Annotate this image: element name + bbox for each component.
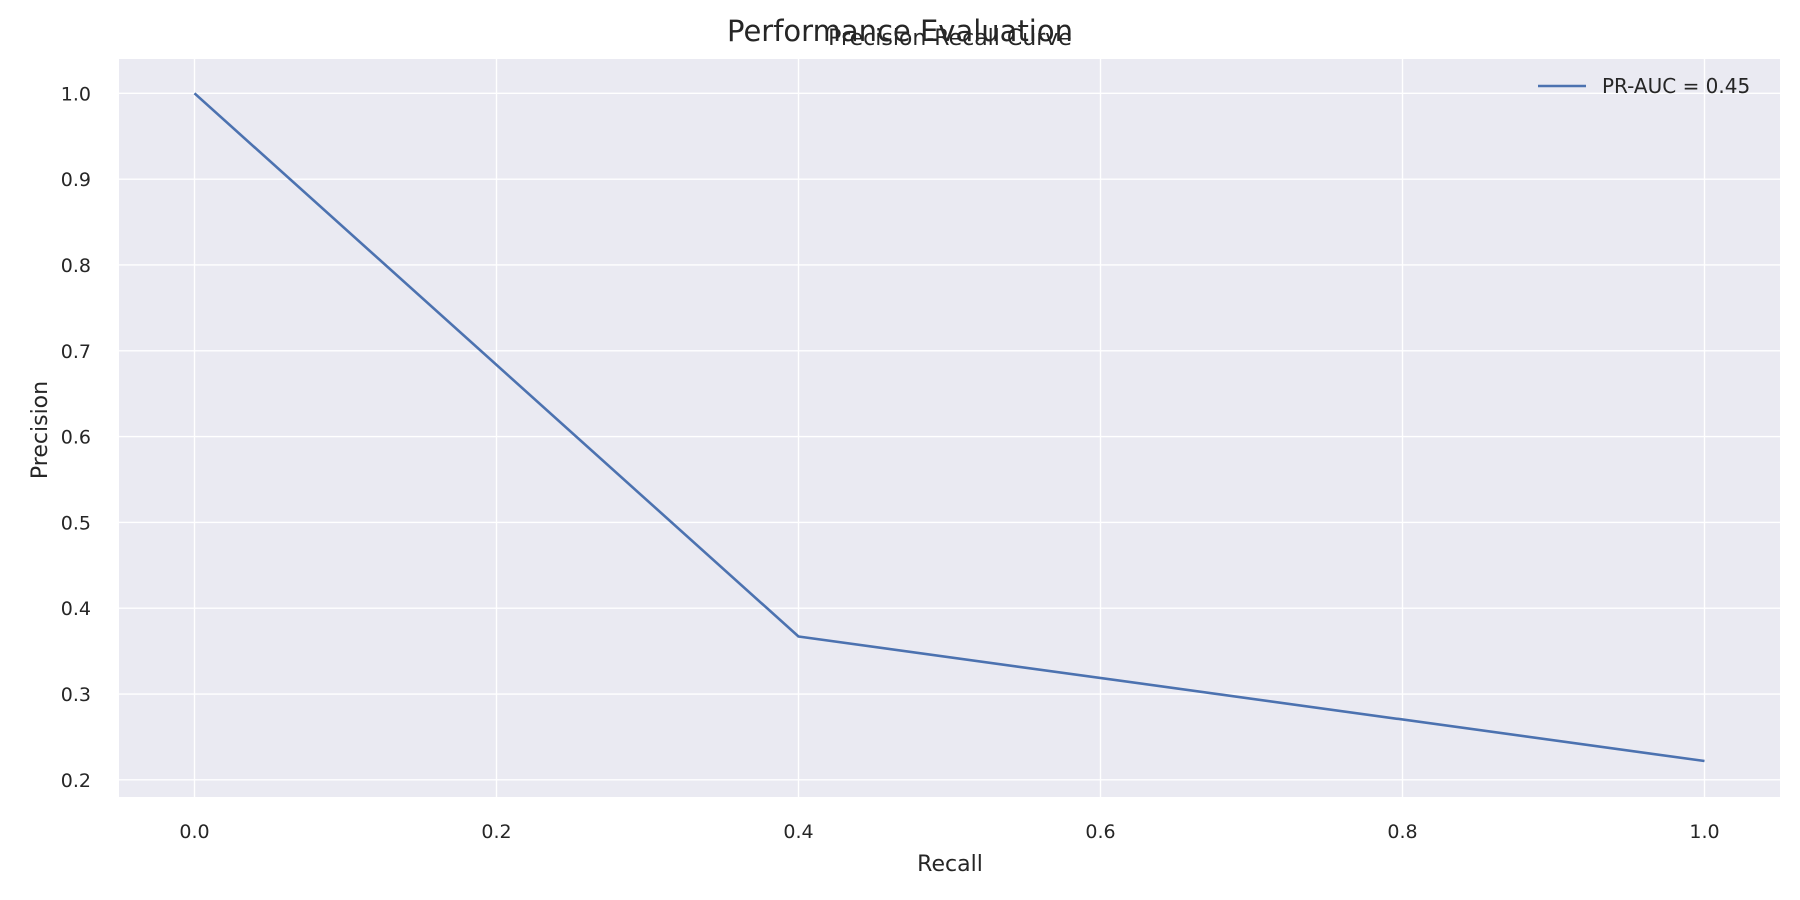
y-tick-labels: 0.2 0.3 0.4 0.5 0.6 0.7 0.8 0.9 1.0 (61, 83, 91, 792)
y-tick-label: 0.3 (61, 684, 91, 706)
y-tick-label: 0.5 (61, 512, 91, 534)
legend: PR-AUC = 0.45 (1538, 74, 1750, 98)
legend-label: PR-AUC = 0.45 (1602, 74, 1750, 98)
x-axis-label: Recall (917, 852, 983, 877)
y-tick-label: 0.2 (61, 770, 91, 792)
plot-background (119, 59, 1780, 797)
x-tick-label: 0.0 (179, 821, 209, 843)
x-tick-label: 0.8 (1387, 821, 1417, 843)
y-tick-label: 0.9 (61, 169, 91, 191)
y-tick-label: 0.4 (61, 598, 91, 620)
y-tick-label: 0.7 (61, 341, 91, 363)
y-tick-label: 1.0 (61, 83, 91, 105)
x-tick-label: 0.4 (783, 821, 813, 843)
figure-title: Performance Evaluation (727, 14, 1073, 48)
x-tick-label: 0.2 (481, 821, 511, 843)
y-tick-label: 0.6 (61, 427, 91, 449)
series-line (193, 92, 1705, 763)
x-tick-labels: 0.0 0.2 0.4 0.6 0.8 1.0 (179, 821, 1719, 843)
y-tick-label: 0.8 (61, 255, 91, 277)
x-tick-label: 0.6 (1085, 821, 1115, 843)
grid-lines (119, 59, 1780, 797)
series-layer (193, 92, 1705, 763)
x-tick-label: 1.0 (1689, 821, 1719, 843)
chart-title: Precision-Recall Curve (828, 26, 1072, 51)
y-axis-label: Precision (28, 381, 53, 479)
